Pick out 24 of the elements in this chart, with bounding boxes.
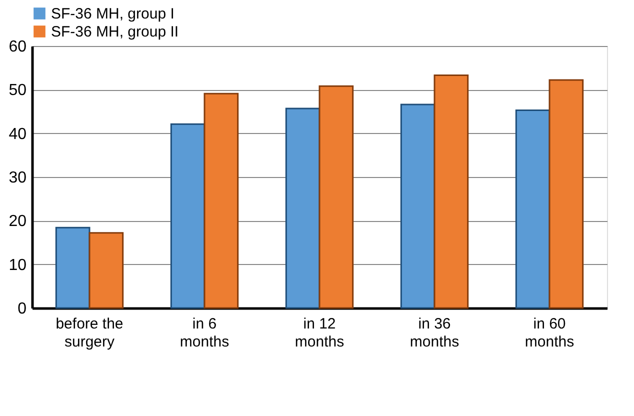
bar (318, 85, 354, 309)
bar (434, 74, 469, 309)
y-tick-label: 10 (8, 256, 27, 274)
y-tick-label: 50 (8, 82, 27, 100)
bar (548, 79, 584, 309)
bar (285, 108, 320, 309)
y-tick-label: 0 (18, 300, 27, 318)
x-tick-label: in 60 months (524, 316, 574, 350)
x-tick-label: in 6 months (180, 316, 230, 350)
bar (170, 123, 206, 309)
legend-label: SF-36 MH, group II (51, 24, 179, 40)
bar (204, 92, 239, 309)
bar (55, 226, 90, 309)
y-tick-label: 60 (8, 38, 27, 56)
x-tick-label: in 36 months (410, 316, 460, 350)
bar (88, 232, 124, 309)
bar (400, 104, 436, 309)
bar (515, 109, 550, 309)
legend-label: SF-36 MH, group I (51, 6, 174, 22)
y-tick-label: 40 (8, 126, 27, 143)
x-tick-label: before the surgery (56, 316, 124, 350)
y-tick-label: 20 (8, 213, 27, 230)
y-tick-label: 30 (8, 170, 27, 186)
x-tick-label: in 12 months (294, 316, 344, 350)
